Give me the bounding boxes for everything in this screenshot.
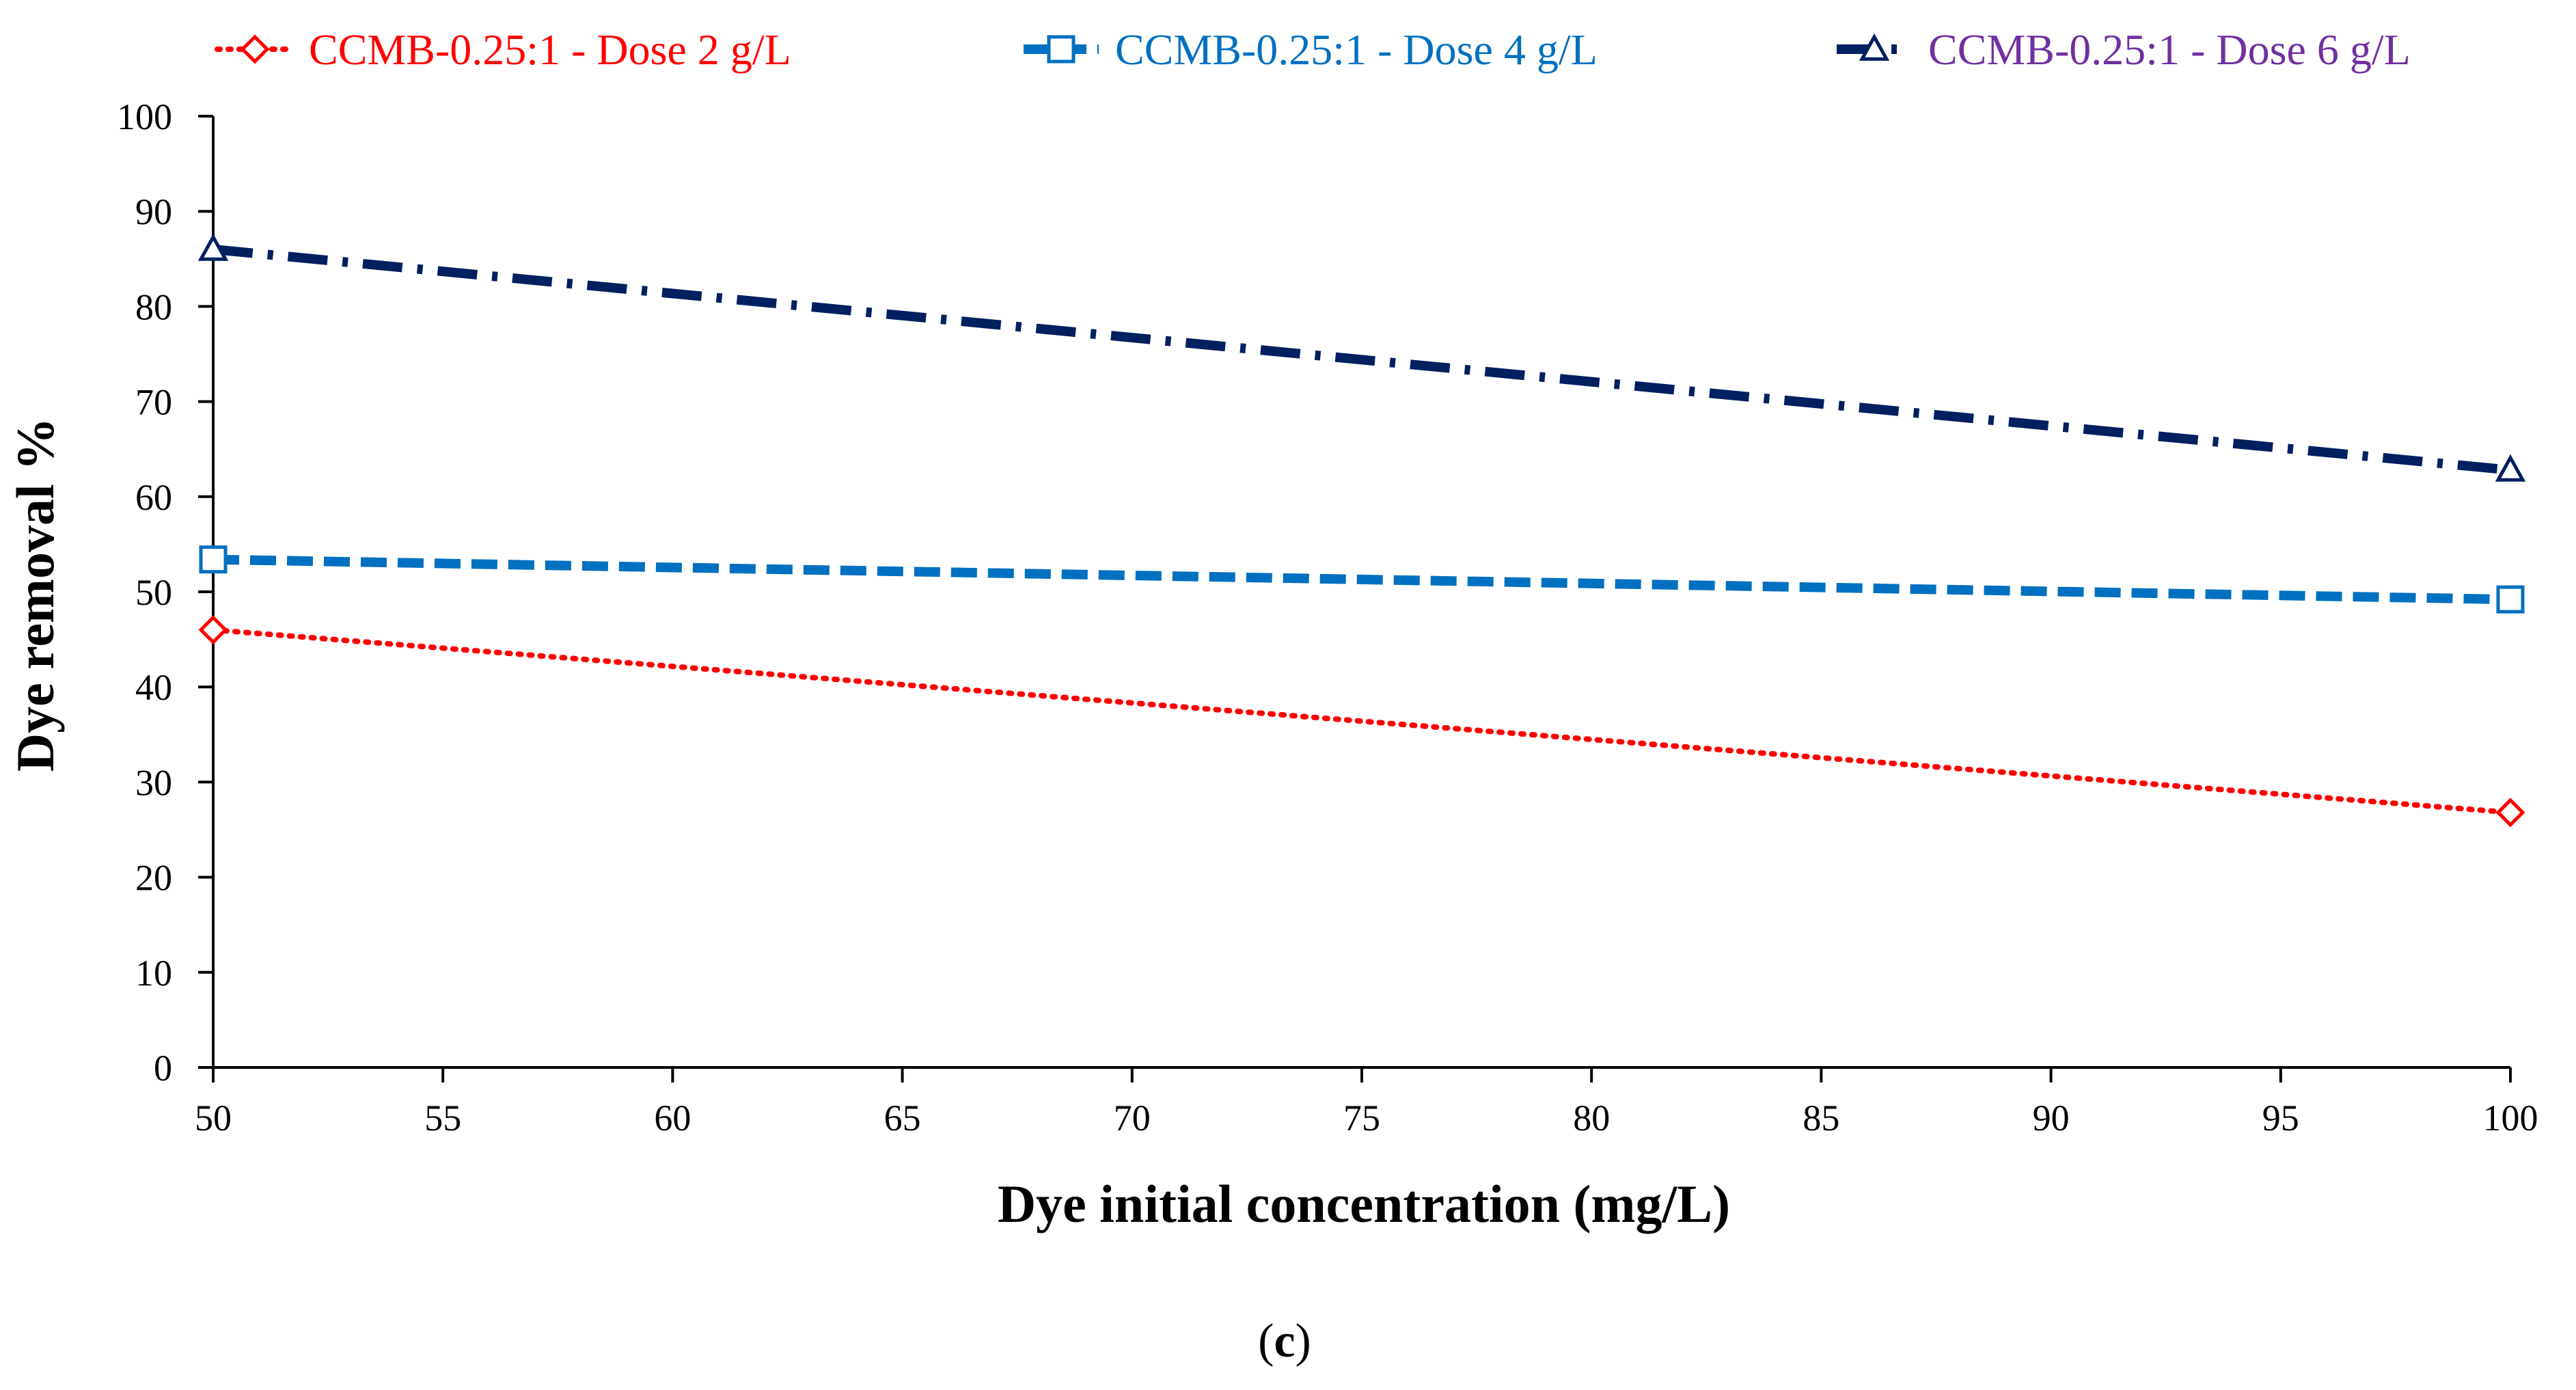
y-tick-label: 10 [135,953,172,994]
legend-item-1: CCMB-0.25:1 - Dose 2 g/L [215,25,791,74]
y-tick-label: 40 [135,667,172,708]
y-tick-label: 0 [154,1048,172,1089]
data-point [2495,798,2525,828]
y-tick-label: 20 [135,858,172,899]
y-tick-label: 70 [135,382,172,423]
legend-marker [240,34,270,64]
legend-label: CCMB-0.25:1 - Dose 4 g/L [1115,25,1598,74]
data-point [2496,585,2525,614]
axes: 0 10 20 30 40 50 60 70 80 90 100 50 55 60 65 70 75 80 85 90… [117,96,2538,1139]
caption-letter: c [1274,1315,1295,1367]
legend-marker [1047,35,1075,64]
x-tick-label: 50 [195,1098,232,1139]
series-layer [197,233,2526,828]
data-point [198,615,228,645]
legend-item-3: CCMB-0.25:1 - Dose 6 g/L [1837,25,2411,74]
x-axis-title: Dye initial concentration (mg/L) [998,1174,1730,1234]
x-tick-label: 85 [1803,1098,1839,1139]
legend-label: CCMB-0.25:1 - Dose 6 g/L [1928,25,2411,74]
legend: CCMB-0.25:1 - Dose 2 g/L CCMB-0.25:1 - Do… [215,25,2411,74]
y-tick-label: 60 [135,477,172,518]
caption-open-paren: ( [1258,1315,1274,1367]
series-line [210,627,2513,815]
figure-caption: (c) [1258,1315,1311,1367]
x-tick-label: 75 [1343,1098,1380,1139]
legend-marker [1859,33,1890,61]
x-tick-label: 100 [2483,1098,2538,1139]
series-line [213,554,2511,605]
x-tick-label: 80 [1573,1098,1610,1139]
legend-label: CCMB-0.25:1 - Dose 2 g/L [309,25,791,74]
data-point [199,545,228,574]
caption-close-paren: ) [1296,1315,1311,1367]
x-tick-label: 95 [2262,1098,2299,1139]
y-tick-label: 30 [135,762,172,803]
series-2 [199,545,2525,614]
x-tick-label: 70 [1114,1098,1151,1139]
y-axis-title: Dye removal % [5,418,65,772]
series-1 [198,615,2525,828]
x-tick-label: 90 [2033,1098,2070,1139]
y-tick-label: 100 [117,96,172,137]
x-tick-label: 65 [884,1098,921,1139]
y-tick-label: 90 [135,191,172,232]
x-tick-label: 60 [654,1098,691,1139]
x-tick-label: 55 [424,1098,461,1139]
series-3 [197,233,2526,482]
legend-item-2: CCMB-0.25:1 - Dose 4 g/L [1024,25,1598,74]
data-point [197,233,229,261]
data-point [2495,454,2526,482]
y-tick-label: 80 [135,286,172,327]
series-line [213,244,2511,475]
y-tick-label: 50 [135,572,172,613]
